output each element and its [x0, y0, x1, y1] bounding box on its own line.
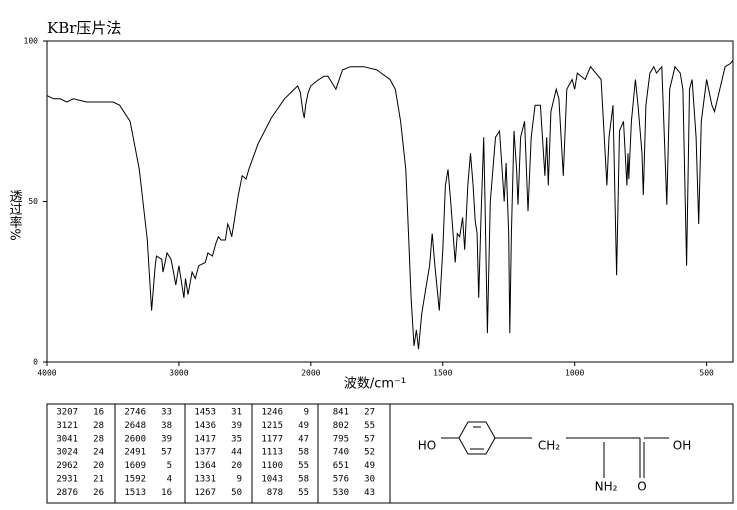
peak-transmittance: 39 [231, 421, 242, 431]
peak-transmittance: 35 [231, 434, 242, 444]
x-tick-label: 2000 [301, 369, 320, 378]
peak-transmittance: 16 [93, 408, 104, 418]
x-axis-label: 波数/cm⁻¹ [344, 377, 406, 392]
peak-transmittance: 30 [364, 475, 375, 485]
atom-label: NH₂ [595, 480, 618, 494]
peak-wavenumber: 530 [333, 488, 349, 498]
peak-wavenumber: 2491 [124, 448, 146, 458]
peak-wavenumber: 2962 [56, 461, 78, 471]
peak-transmittance: 52 [364, 448, 375, 458]
peak-transmittance: 31 [231, 408, 242, 418]
peak-wavenumber: 1592 [124, 475, 146, 485]
structure-frame [389, 403, 734, 504]
peak-transmittance: 55 [364, 421, 375, 431]
spectrum-line [46, 59, 734, 350]
peak-wavenumber: 1513 [124, 488, 146, 498]
peak-transmittance: 28 [93, 421, 104, 431]
peak-transmittance: 55 [298, 488, 309, 498]
x-tick-label: 500 [699, 369, 714, 378]
peak-wavenumber: 1609 [124, 461, 146, 471]
peak-wavenumber: 3041 [56, 434, 78, 444]
peak-transmittance: 49 [364, 461, 375, 471]
peak-transmittance: 55 [298, 461, 309, 471]
peak-wavenumber: 1043 [261, 475, 283, 485]
peak-transmittance: 50 [231, 488, 242, 498]
peak-transmittance: 58 [298, 475, 309, 485]
peak-transmittance: 24 [93, 448, 104, 458]
peak-transmittance: 43 [364, 488, 375, 498]
y-tick-label: 100 [24, 37, 39, 46]
peak-wavenumber: 1267 [194, 488, 216, 498]
peak-wavenumber: 2746 [124, 408, 146, 418]
peak-transmittance: 4 [167, 475, 172, 485]
peak-transmittance: 20 [231, 461, 242, 471]
x-tick-label: 1000 [565, 369, 584, 378]
peak-transmittance: 9 [304, 408, 309, 418]
peak-wavenumber: 1215 [261, 421, 283, 431]
peak-wavenumber: 1417 [194, 434, 216, 444]
x-tick-label: 3000 [169, 369, 188, 378]
peak-wavenumber: 2600 [124, 434, 146, 444]
peak-transmittance: 49 [298, 421, 309, 431]
peak-transmittance: 57 [364, 434, 375, 444]
peak-transmittance: 38 [161, 421, 172, 431]
peak-wavenumber: 2648 [124, 421, 146, 431]
peak-wavenumber: 1177 [261, 434, 283, 444]
peak-transmittance: 16 [161, 488, 172, 498]
x-tick-label: 4000 [37, 369, 56, 378]
peak-wavenumber: 1453 [194, 408, 216, 418]
peak-transmittance: 26 [93, 488, 104, 498]
peak-wavenumber: 878 [267, 488, 283, 498]
peak-transmittance: 5 [167, 461, 172, 471]
atom-label: OH [673, 439, 691, 453]
chart-title: KBr压片法 [47, 19, 121, 37]
peak-wavenumber: 740 [333, 448, 349, 458]
atom-label: O [637, 480, 646, 494]
plot-frame [46, 40, 734, 363]
peak-transmittance: 58 [298, 448, 309, 458]
peak-wavenumber: 1246 [261, 408, 283, 418]
peak-wavenumber: 2931 [56, 475, 78, 485]
peak-transmittance: 39 [161, 434, 172, 444]
peak-wavenumber: 795 [333, 434, 349, 444]
peak-wavenumber: 3121 [56, 421, 78, 431]
y-axis-label: 透过率% [7, 189, 23, 240]
peak-transmittance: 21 [93, 475, 104, 485]
peak-transmittance: 47 [298, 434, 309, 444]
peak-wavenumber: 802 [333, 421, 349, 431]
peak-wavenumber: 1436 [194, 421, 216, 431]
structure [441, 421, 669, 478]
peak-transmittance: 20 [93, 461, 104, 471]
atom-label: CH₂ [538, 439, 560, 453]
y-tick-label: 50 [28, 197, 38, 206]
peak-wavenumber: 841 [333, 408, 349, 418]
y-tick-label: 0 [33, 358, 38, 367]
atom-label: HO [418, 439, 436, 453]
peak-wavenumber: 1100 [261, 461, 283, 471]
x-tick-label: 1500 [433, 369, 452, 378]
peak-wavenumber: 3207 [56, 408, 78, 418]
peak-transmittance: 27 [364, 408, 375, 418]
peak-transmittance: 28 [93, 434, 104, 444]
peak-transmittance: 44 [231, 448, 242, 458]
peak-wavenumber: 1331 [194, 475, 216, 485]
peak-wavenumber: 1113 [261, 448, 283, 458]
peak-transmittance: 57 [161, 448, 172, 458]
peak-wavenumber: 1377 [194, 448, 216, 458]
peak-wavenumber: 576 [333, 475, 349, 485]
peak-transmittance: 9 [237, 475, 242, 485]
peak-transmittance: 33 [161, 408, 172, 418]
peak-wavenumber: 1364 [194, 461, 216, 471]
peak-wavenumber: 3024 [56, 448, 78, 458]
peak-wavenumber: 651 [333, 461, 349, 471]
peak-wavenumber: 2876 [56, 488, 78, 498]
